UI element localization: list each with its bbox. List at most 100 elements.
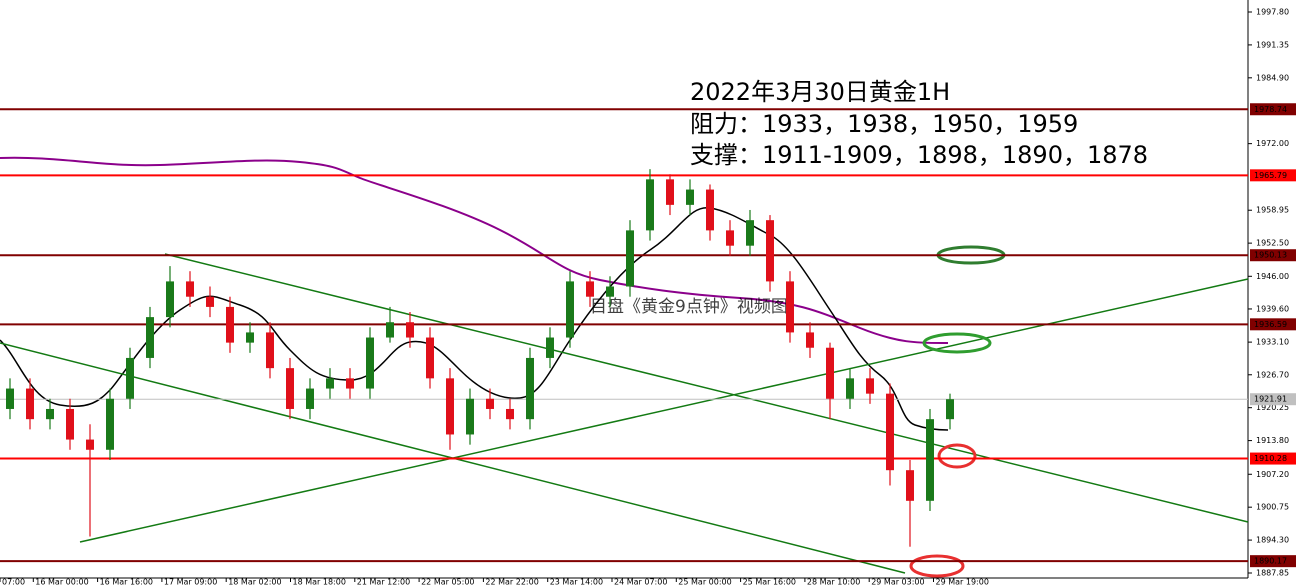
y-tick-label: 1913.80 [1256,436,1289,445]
y-tick-label: 1926.70 [1256,370,1289,379]
candle-body [746,220,754,246]
y-tick-label: 1894.30 [1256,536,1289,545]
candle-body [386,322,394,338]
x-tick-label: 18 Mar 18:00 [293,578,346,586]
level-line-tag [1250,103,1296,116]
candle-body [346,378,354,389]
candle-body [806,332,814,348]
candle-body [466,398,474,435]
y-tick-label: 1900.75 [1256,503,1289,512]
y-tick-label: 1984.90 [1256,73,1289,82]
level-line-tag [1250,452,1296,465]
level-line-tag [1250,169,1296,182]
y-tick-label: 1972.00 [1256,139,1289,148]
candle-body [366,337,374,389]
candle-body [406,322,414,338]
ma-fast [0,207,949,431]
x-tick-label: 25 Mar 00:00 [678,578,731,586]
level-line-tag [1250,249,1296,262]
candle-body [186,281,194,297]
candle-body [126,357,134,399]
x-tick-label: 21 Mar 12:00 [357,578,410,586]
x-tick-label: 28 Mar 10:00 [807,578,860,586]
candle-body [706,189,714,231]
candle-body [926,419,934,501]
level-line-tag [1250,555,1296,568]
level-line-label: 1890.17 [1254,557,1287,566]
marker-ellipse [922,332,992,354]
trendline [164,253,1249,523]
level-line-label: 1936.59 [1254,320,1287,329]
level-line-label: 1965.79 [1254,171,1287,180]
candle-body [286,368,294,409]
y-tick-label: 1933.10 [1256,338,1289,347]
candle-body [306,388,314,409]
annotation: 2022年3月30日黄金1H [690,78,950,106]
level-line-tag [1250,318,1296,331]
annotation: 阻力：1933，1938，1950，1959 [690,110,1078,138]
x-tick-label: 22 Mar 22:00 [485,578,538,586]
candle-body [486,398,494,409]
candle-body [566,281,574,338]
y-tick-label: 1907.20 [1256,470,1289,479]
level-line-label: 1978.74 [1254,105,1287,114]
candle-body [766,220,774,282]
current-price-line-tag [1250,393,1296,406]
y-tick-label: 1920.25 [1256,403,1289,412]
candle-body [6,388,14,409]
candle-body [46,408,54,420]
candle-body [906,470,914,501]
y-tick-label: 1887.85 [1256,569,1289,578]
x-tick-label: 16 Mar 16:00 [100,578,153,586]
watermark: 目盘《黄金9点钟》视频图 [590,297,788,317]
candle-body [866,378,874,394]
x-tick-label: 29 Mar 19:00 [936,578,989,586]
level-line-label: 1910.28 [1254,454,1287,463]
candle-body [226,306,234,343]
candle-body [206,296,214,307]
trendline [79,278,1249,543]
x-tick-label: 25 Mar 16:00 [743,578,796,586]
x-tick-label: 17 Mar 09:00 [164,578,217,586]
y-tick-label: 1958.95 [1256,206,1289,215]
y-tick-label: 1952.50 [1256,239,1289,248]
candle-body [26,388,34,420]
candle-body [846,378,854,399]
candle-body [726,230,734,246]
x-tick-label: 16 Mar 00:00 [35,578,88,586]
candle-body [446,378,454,435]
candle-body [646,179,654,231]
candle-body [506,408,514,420]
candle-body [546,337,554,358]
candle-body [146,317,154,358]
candle-body [786,281,794,333]
candle-body [326,378,334,389]
x-tick-label: 23 Mar 14:00 [550,578,603,586]
candle-body [86,439,94,450]
x-tick-label: 22 Mar 05:00 [421,578,474,586]
ma-slow [0,156,949,345]
x-tick-label: 24 Mar 07:00 [614,578,667,586]
y-tick-label: 1991.35 [1256,40,1289,49]
candle-body [246,332,254,343]
current-price-line-label: 1921.91 [1254,395,1287,404]
x-tick-label: 18 Mar 02:00 [228,578,281,586]
candle-body [886,393,894,471]
candle-body [426,337,434,379]
candle-body [626,230,634,287]
x-tick-label: 29 Mar 03:00 [871,578,924,586]
candle-body [826,347,834,399]
y-tick-label: 1939.60 [1256,304,1289,313]
candle-body [946,399,954,420]
level-line-label: 1950.13 [1254,251,1287,260]
candle-body [606,286,614,297]
annotation: 支撑：1911-1909，1898，1890，1878 [690,141,1148,169]
candle-body [666,179,674,205]
marker-ellipse [909,554,965,578]
marker-ellipse [937,443,977,469]
candle-body [166,281,174,318]
candle-body [66,408,74,440]
candle-body [686,189,694,205]
